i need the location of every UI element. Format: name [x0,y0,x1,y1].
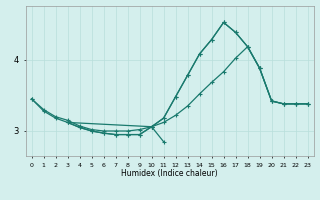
X-axis label: Humidex (Indice chaleur): Humidex (Indice chaleur) [121,169,218,178]
